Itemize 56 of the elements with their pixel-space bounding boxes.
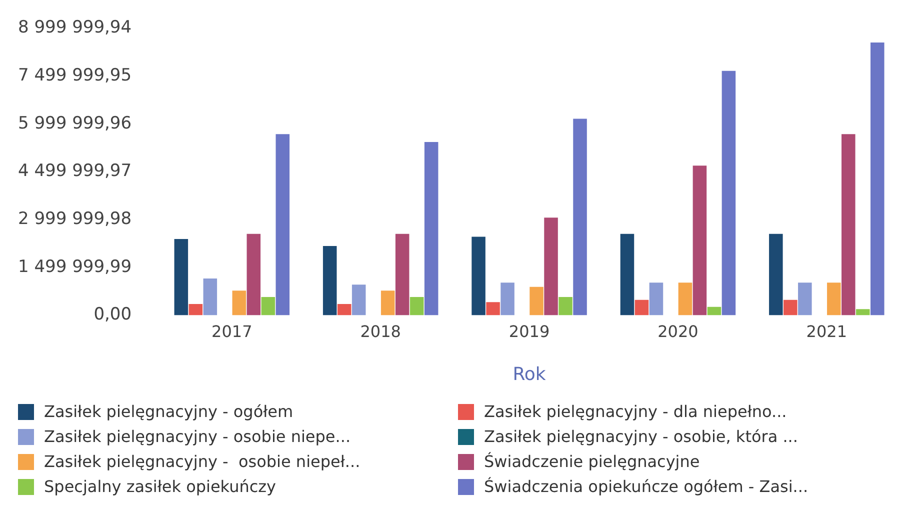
bar [188, 304, 203, 316]
y-tick-label: 4 499 999,97 [18, 161, 132, 182]
bar [337, 304, 352, 316]
bar [649, 282, 664, 316]
x-tick-label: 2021 [806, 322, 848, 341]
bar [870, 42, 884, 316]
bar [856, 309, 870, 316]
x-tick-label: 2019 [508, 322, 550, 341]
bar [692, 166, 707, 316]
legend-label: Świadczenia opiekuńcze ogółem - Zasi... [484, 477, 808, 496]
legend-label: Zasiłek pielęgnacyjny - osobie niepeł... [44, 452, 360, 471]
bar [798, 282, 812, 316]
y-tick-label: 8 999 999,94 [18, 18, 132, 38]
bar [500, 282, 514, 316]
legend-label: Świadczenie pielęgnacyjne [484, 452, 700, 471]
bar [769, 234, 783, 316]
bar [246, 234, 261, 316]
bar [827, 282, 841, 316]
bar [410, 297, 424, 316]
bar [322, 246, 337, 316]
bar [573, 118, 587, 316]
bar [530, 286, 544, 316]
bar [232, 290, 246, 316]
bar [558, 297, 572, 316]
bar [620, 234, 634, 316]
bar [634, 300, 649, 316]
bar [472, 236, 486, 316]
bar [842, 134, 856, 316]
bar [486, 302, 500, 316]
bar [544, 218, 558, 316]
bar [395, 234, 410, 316]
x-tick-label: 2017 [212, 322, 252, 341]
legend-label: Specjalny zasiłek opiekuńczy [44, 477, 276, 496]
bar [424, 142, 438, 316]
y-tick-label: 5 999 999,96 [18, 113, 132, 134]
legend-label: Zasiłek pielęgnacyjny - dla niepełno... [484, 402, 787, 421]
bar [276, 134, 290, 316]
legend-label: Zasiłek pielęgnacyjny - ogółem [44, 402, 294, 421]
legend-label: Zasiłek pielęgnacyjny - osobie niepe... [44, 427, 351, 446]
bar [261, 297, 276, 316]
bar [352, 284, 366, 316]
y-tick-label: 0,00 [94, 304, 132, 325]
y-tick-label: 7 499 999,95 [18, 65, 132, 86]
bar [174, 238, 188, 316]
y-tick-label: 1 499 999,99 [18, 256, 132, 277]
x-axis-title: Rok [512, 364, 546, 385]
x-tick-label: 2020 [658, 322, 698, 341]
bar [707, 306, 722, 316]
bar [722, 70, 736, 316]
legend-label: Zasiłek pielęgnacyjny - osobie, która ... [484, 427, 798, 446]
bar [784, 300, 798, 316]
bar [678, 282, 692, 316]
bar [380, 290, 395, 316]
y-tick-label: 2 999 999,98 [18, 208, 132, 229]
x-tick-label: 2018 [360, 322, 401, 341]
bar [203, 278, 218, 316]
